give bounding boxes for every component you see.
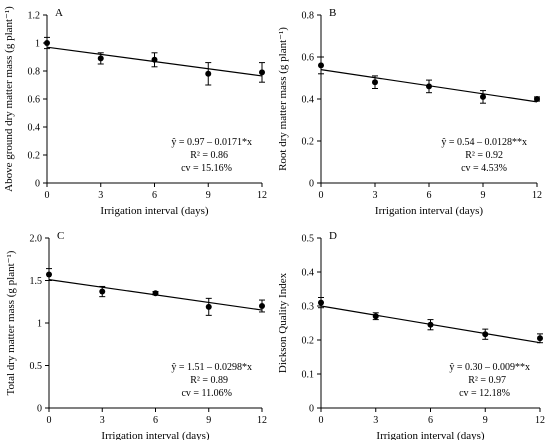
y-tick-label: 0.1 <box>302 370 315 381</box>
y-tick-label: 1.2 <box>28 11 41 22</box>
panel-a: 0 0.2 0.4 0.6 0.8 1 1.2 0 3 6 9 12 Irrigation interv… <box>3 6 267 217</box>
x-tick-label: 0 <box>47 415 52 426</box>
data-point <box>534 96 540 102</box>
panel-d: 0 0.1 0.2 0.3 0.4 0.5 0 3 6 9 12 Irrigation interva… <box>277 230 545 440</box>
panel-label: C <box>57 230 64 242</box>
x-tick-label: 3 <box>373 415 378 426</box>
panel-c: 0 0.5 1 1.5 2.0 0 3 6 9 12 Irrigation interval (da… <box>5 230 267 440</box>
data-point <box>151 56 158 63</box>
coefficient-of-variation: cv = 4.53% <box>461 163 507 174</box>
x-tick-label: 3 <box>100 415 105 426</box>
data-point <box>372 79 378 86</box>
y-tick-label: 0.5 <box>30 361 43 372</box>
r-squared: R² = 0.86 <box>190 150 228 161</box>
x-axis-title: Irrigation interval (days) <box>100 205 208 217</box>
x-tick-label: 12 <box>257 415 267 426</box>
data-point <box>427 321 434 328</box>
y-tick-label: 0.8 <box>28 67 41 78</box>
panel-b: 0 0.2 0.4 0.6 0.8 0 3 6 9 12 Irrigation interval (… <box>277 7 542 217</box>
y-tick-label: 0.2 <box>302 137 315 148</box>
coefficient-of-variation: cv = 12.18% <box>459 388 510 399</box>
y-tick-label: 0.8 <box>302 11 315 22</box>
panel-label: A <box>55 7 63 19</box>
x-tick-label: 0 <box>319 415 324 426</box>
data-point <box>482 331 489 338</box>
regression-equation: ŷ = 0.30 – 0.009**x <box>449 362 530 373</box>
y-tick-label: 0.4 <box>302 95 315 106</box>
y-tick-label: 0 <box>309 404 314 415</box>
data-point <box>372 313 379 320</box>
x-tick-label: 9 <box>481 190 486 201</box>
panel-label: B <box>329 7 336 19</box>
x-axis-title: Irrigation interval (days) <box>376 430 484 440</box>
x-tick-label: 6 <box>152 190 157 201</box>
y-tick-label: 1 <box>35 39 40 50</box>
y-tick-label: 0.6 <box>28 95 41 106</box>
y-tick-label: 0.4 <box>28 123 41 134</box>
y-tick-label: 0.5 <box>302 234 315 245</box>
y-axis-title: Root dry matter mass (g plant⁻¹) <box>277 27 289 171</box>
data-point <box>152 290 159 297</box>
coefficient-of-variation: cv = 11.06% <box>181 388 232 399</box>
y-tick-label: 0.2 <box>302 336 315 347</box>
y-tick-label: 0.2 <box>28 151 41 162</box>
x-tick-label: 6 <box>428 415 433 426</box>
y-axis-title: Above ground dry matter mass (g plant⁻¹) <box>3 6 15 192</box>
data-point <box>44 40 50 46</box>
data-point <box>537 335 543 342</box>
y-tick-label: 2.0 <box>30 234 43 245</box>
y-tick-label: 0 <box>37 404 42 415</box>
y-axis-title: Dickson Quality Index <box>277 272 289 373</box>
y-tick-label: 0.3 <box>302 302 315 313</box>
y-axis-title: Total dry matter mass (g plant⁻¹) <box>5 250 17 395</box>
x-tick-label: 9 <box>206 415 211 426</box>
regression-equation: ŷ = 0.97 – 0.0171*x <box>171 137 252 148</box>
data-point <box>97 55 104 62</box>
data-point <box>46 271 52 278</box>
y-tick-label: 0 <box>35 179 40 190</box>
coefficient-of-variation: cv = 15.16% <box>181 163 232 174</box>
y-tick-label: 0.4 <box>302 268 315 279</box>
x-tick-label: 6 <box>153 415 158 426</box>
x-tick-label: 0 <box>319 190 324 201</box>
x-tick-label: 6 <box>427 190 432 201</box>
y-tick-label: 1.5 <box>30 276 43 287</box>
data-point <box>318 299 324 306</box>
data-point <box>426 83 432 90</box>
y-tick-label: 0.6 <box>302 53 315 64</box>
x-tick-label: 0 <box>45 190 50 201</box>
data-point <box>318 62 324 69</box>
data-point <box>259 69 265 76</box>
x-tick-label: 3 <box>98 190 103 201</box>
r-squared: R² = 0.89 <box>190 375 228 386</box>
y-tick-label: 0 <box>309 179 314 190</box>
panel-label: D <box>329 230 337 242</box>
regression-equation: ŷ = 1.51 – 0.0298*x <box>171 362 252 373</box>
x-tick-label: 9 <box>206 190 211 201</box>
x-tick-label: 12 <box>532 190 542 201</box>
x-tick-label: 3 <box>373 190 378 201</box>
data-point <box>480 93 486 100</box>
data-point <box>205 70 212 77</box>
data-point <box>99 288 106 295</box>
x-tick-label: 12 <box>535 415 545 426</box>
regression-equation: ŷ = 0.54 – 0.0128**x <box>441 137 527 148</box>
r-squared: R² = 0.92 <box>465 150 503 161</box>
x-tick-label: 12 <box>257 190 267 201</box>
r-squared: R² = 0.97 <box>468 375 506 386</box>
x-tick-label: 9 <box>483 415 488 426</box>
x-axis-title: Irrigation interval (days) <box>101 430 209 440</box>
data-point <box>259 303 265 309</box>
y-tick-label: 1 <box>37 319 42 330</box>
x-axis-title: Irrigation interval (days) <box>375 205 483 217</box>
data-point <box>205 303 212 310</box>
